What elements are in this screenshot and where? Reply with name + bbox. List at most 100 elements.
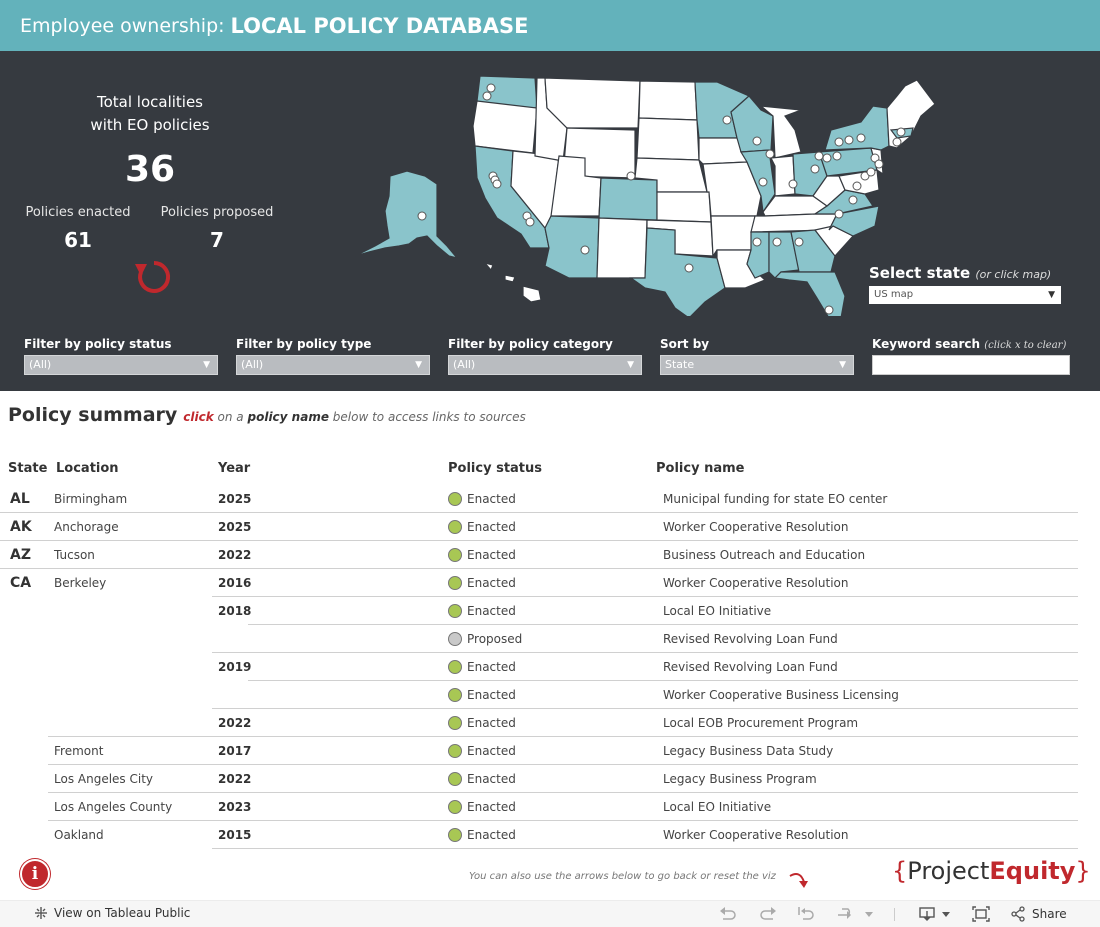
row-status: Enacted	[467, 604, 516, 618]
kpi-title-line2: with EO policies	[90, 116, 210, 134]
summary-click-word: click	[183, 410, 214, 424]
row-policy-name[interactable]: Worker Cooperative Resolution	[663, 576, 849, 590]
policy-summary-note: click on a policy name below to access l…	[183, 410, 525, 424]
row-state: CA	[10, 575, 32, 591]
table-row: AL Birmingham 2025 Enacted Municipal fun…	[0, 485, 1100, 513]
row-policy-name[interactable]: Legacy Business Data Study	[663, 744, 834, 758]
row-divider	[48, 764, 1078, 765]
filter-policy-type-value: (All)	[241, 358, 264, 371]
status-dot-icon	[448, 744, 462, 758]
state-shape-new-mexico	[596, 217, 648, 279]
header-prefix: Employee ownership:	[20, 14, 225, 37]
kpi-enacted-label: Policies enacted	[25, 205, 131, 220]
fullscreen-icon[interactable]	[971, 905, 991, 923]
reset-icon[interactable]	[132, 255, 176, 299]
col-header-policy-name[interactable]: Policy name	[656, 461, 745, 476]
toolbar-divider	[894, 908, 895, 921]
select-state-label: Select state (or click map)	[869, 263, 1051, 282]
map-point-providence	[892, 137, 902, 147]
filter-policy-type: Filter by policy type (All) ▼	[236, 337, 430, 375]
filter-policy-status: Filter by policy status (All) ▼	[24, 337, 218, 375]
view-on-tableau-button[interactable]: View on Tableau Public	[34, 906, 190, 920]
state-shape-indiana	[770, 155, 796, 197]
select-state-dropdown[interactable]: US map ▼	[869, 286, 1061, 304]
row-policy-name[interactable]: Municipal funding for state EO center	[663, 492, 888, 506]
row-policy-name[interactable]: Worker Cooperative Business Licensing	[663, 688, 899, 702]
row-state: AL	[10, 491, 30, 507]
filter-policy-status-dropdown[interactable]: (All) ▼	[24, 355, 218, 375]
row-policy-name[interactable]: Local EO Initiative	[663, 604, 772, 618]
table-row: 2019 Enacted Revised Revolving Loan Fund	[0, 653, 1100, 681]
share-button[interactable]: Share	[1010, 906, 1067, 922]
row-policy-name[interactable]: Worker Cooperative Resolution	[663, 520, 849, 534]
row-policy-name[interactable]: Revised Revolving Loan Fund	[663, 660, 838, 674]
state-shape-colorado	[598, 177, 658, 221]
state-shape-montana	[544, 77, 641, 129]
keyword-search-label: Keyword search	[872, 337, 981, 351]
download-icon[interactable]	[918, 905, 952, 923]
view-on-tableau-label: View on Tableau Public	[54, 906, 191, 920]
filter-policy-status-value: (All)	[29, 358, 52, 371]
row-year: 2022	[218, 548, 252, 562]
row-status: Enacted	[467, 576, 516, 590]
row-divider	[212, 652, 1078, 653]
state-shape-north-dakota	[638, 80, 698, 121]
refresh-icon[interactable]	[834, 905, 876, 923]
row-policy-name[interactable]: Business Outreach and Education	[663, 548, 866, 562]
status-dot-icon	[448, 716, 462, 730]
summary-rest: below to access links to sources	[332, 410, 526, 424]
map-point-minneapolis	[722, 115, 732, 125]
chevron-down-icon: ▼	[1048, 290, 1055, 300]
summary-on-a: on a	[217, 410, 244, 424]
state-shape-oregon	[472, 100, 538, 154]
table-row: Enacted Worker Cooperative Business Lice…	[0, 681, 1100, 709]
filter-policy-type-label: Filter by policy type	[236, 337, 372, 351]
map-point-miami	[824, 305, 834, 315]
row-policy-name[interactable]: Revised Revolving Loan Fund	[663, 632, 838, 646]
state-shape-new-york	[824, 105, 890, 151]
info-icon[interactable]: i	[20, 859, 50, 889]
keyword-search-hint: (click x to clear)	[984, 340, 1067, 351]
row-policy-name[interactable]: Worker Cooperative Resolution	[663, 828, 849, 842]
table-row: Los Angeles County 2023 Enacted Local EO…	[0, 793, 1100, 821]
row-policy-name[interactable]: Local EO Initiative	[663, 800, 772, 814]
row-location: Anchorage	[54, 520, 119, 534]
kpi-proposed-value: 7	[210, 228, 224, 252]
map-point-anchorage	[417, 211, 427, 221]
chevron-down-icon: ▼	[839, 360, 846, 370]
row-policy-name[interactable]: Legacy Business Program	[663, 772, 817, 786]
col-header-status[interactable]: Policy status	[448, 461, 543, 476]
col-header-year[interactable]: Year	[218, 461, 251, 476]
chevron-down-icon: ▼	[203, 360, 210, 370]
kpi-title-line1: Total localities	[96, 93, 203, 111]
row-policy-name[interactable]: Local EOB Procurement Program	[663, 716, 859, 730]
sort-by-dropdown[interactable]: State ▼	[660, 355, 854, 375]
map-point-rochester	[844, 135, 854, 145]
undo-icon[interactable]	[718, 905, 738, 923]
status-dot-icon	[448, 548, 462, 562]
col-header-state[interactable]: State	[8, 461, 48, 476]
us-map[interactable]	[345, 66, 945, 316]
row-status: Enacted	[467, 716, 516, 730]
redo-icon[interactable]	[758, 905, 778, 923]
map-point-seattle	[486, 83, 496, 93]
filter-policy-type-dropdown[interactable]: (All) ▼	[236, 355, 430, 375]
table-row: 2022 Enacted Local EOB Procurement Progr…	[0, 709, 1100, 737]
row-year: 2023	[218, 800, 252, 814]
row-status: Enacted	[467, 688, 516, 702]
state-shape-wisconsin	[730, 95, 774, 153]
filter-policy-category-dropdown[interactable]: (All) ▼	[448, 355, 642, 375]
map-point-atlanta	[794, 237, 804, 247]
header-title: LOCAL POLICY DATABASE	[230, 13, 529, 38]
keyword-search-input[interactable]	[872, 355, 1070, 375]
dashboard-panel: Total localities with EO policies 36 Pol…	[0, 51, 1100, 391]
col-header-location[interactable]: Location	[56, 461, 119, 476]
row-status: Enacted	[467, 660, 516, 674]
kpi-proposed: Policies proposed 7	[160, 205, 274, 252]
sort-by: Sort by State ▼	[660, 337, 854, 375]
row-location: Berkeley	[54, 576, 107, 590]
revert-icon[interactable]	[796, 905, 816, 923]
row-status: Enacted	[467, 772, 516, 786]
share-icon	[1011, 906, 1025, 922]
row-status: Enacted	[467, 744, 516, 758]
